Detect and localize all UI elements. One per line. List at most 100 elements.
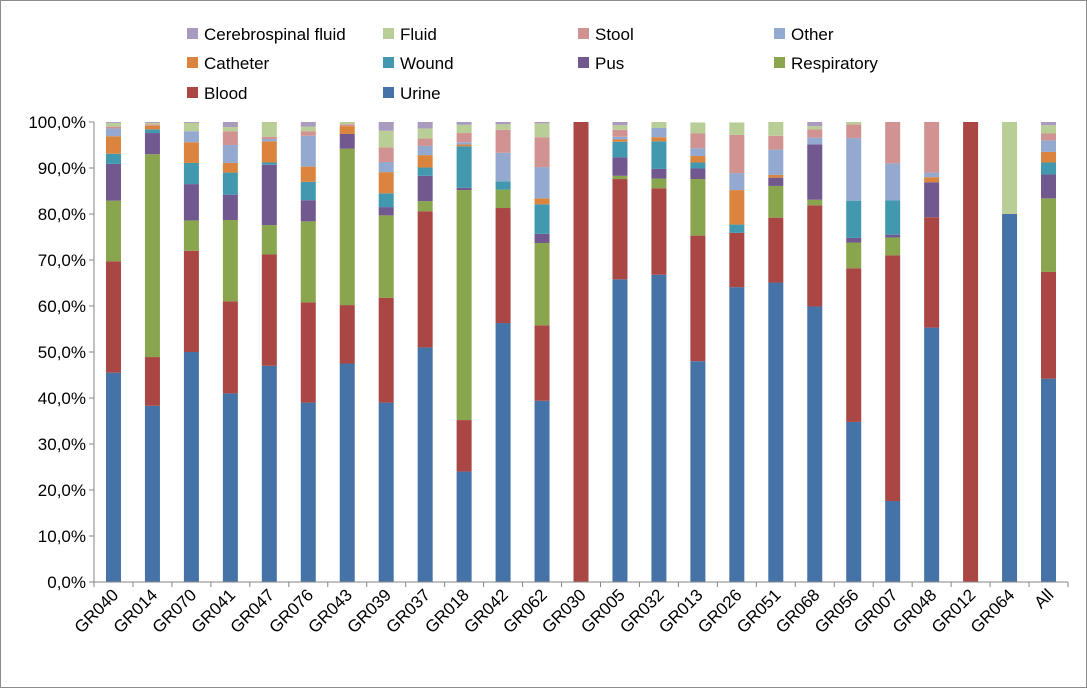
bar-respiratory-gr039 — [378, 215, 394, 298]
bar-pus-gr032 — [651, 168, 667, 179]
bar-wound-gr039 — [378, 193, 394, 208]
bar-cerebrospinal-fluid-gr014 — [144, 122, 160, 123]
bar-stool-gr037 — [417, 138, 433, 146]
bar-stool-gr014 — [144, 124, 160, 126]
bar-other-gr047 — [261, 139, 277, 142]
bar-other-gr062 — [534, 167, 550, 199]
bar-wound-all — [1041, 162, 1057, 175]
bar-pus-gr013 — [690, 168, 706, 180]
legend-item-stool: Stool — [578, 25, 634, 44]
bar-stack-gr056 — [846, 122, 862, 582]
bar-urine-gr064 — [1002, 214, 1018, 582]
bar-blood-gr043 — [339, 305, 355, 364]
legend-label: Blood — [204, 84, 247, 103]
bar-urine-gr056 — [846, 421, 862, 582]
bar-respiratory-all — [1041, 198, 1057, 272]
bar-stool-gr005 — [612, 129, 628, 137]
bar-stack-gr076 — [300, 122, 316, 582]
legend-label: Stool — [595, 25, 634, 44]
bar-wound-gr014 — [144, 129, 160, 134]
bar-blood-gr032 — [651, 188, 667, 275]
bar-wound-gr047 — [261, 162, 277, 165]
bar-stool-gr056 — [846, 124, 862, 139]
bar-stool-gr068 — [807, 129, 823, 138]
x-tick-label: All — [1031, 585, 1058, 612]
bar-stack-gr030 — [573, 122, 589, 582]
bar-urine-gr051 — [768, 282, 784, 582]
bar-fluid-gr037 — [417, 128, 433, 139]
bars — [105, 122, 1057, 582]
bar-respiratory-gr047 — [261, 225, 277, 255]
bar-respiratory-gr013 — [690, 179, 706, 236]
bar-fluid-gr026 — [729, 122, 745, 135]
legend-item-other: Other — [774, 25, 834, 44]
bar-stool-gr041 — [222, 131, 238, 145]
legend-swatch — [383, 57, 394, 68]
bar-wound-gr037 — [417, 167, 433, 176]
bar-stack-gr037 — [417, 122, 433, 582]
bar-stack-gr005 — [612, 122, 628, 582]
legend-item-wound: Wound — [383, 54, 454, 73]
bar-pus-gr070 — [183, 184, 199, 221]
bar-pus-gr068 — [807, 144, 823, 200]
bar-respiratory-gr056 — [846, 242, 862, 269]
bar-pus-gr005 — [612, 157, 628, 176]
bar-pus-all — [1041, 174, 1057, 199]
legend-item-catheter: Catheter — [187, 54, 270, 73]
legend-label: Fluid — [400, 25, 437, 44]
y-tick-label: 100,0% — [28, 113, 86, 132]
bar-catheter-all — [1041, 151, 1057, 163]
legend-swatch — [774, 57, 785, 68]
bar-stack-gr018 — [456, 122, 472, 582]
bar-fluid-gr076 — [300, 126, 316, 132]
bar-urine-gr005 — [612, 279, 628, 582]
bar-blood-gr062 — [534, 325, 550, 401]
bar-fluid-gr039 — [378, 130, 394, 148]
y-axis: 0,0% 10,0% 20,0% 30,0% 40,0% 50,0% 60,0% 70,0% 8… — [28, 113, 95, 592]
bar-respiratory-gr068 — [807, 199, 823, 206]
y-tick-label: 30,0% — [38, 435, 86, 454]
y-tick-label: 60,0% — [38, 297, 86, 316]
bar-respiratory-gr007 — [885, 237, 901, 256]
legend-swatch — [578, 28, 589, 39]
bar-stool-gr062 — [534, 137, 550, 168]
legend-swatch — [578, 57, 589, 68]
bar-catheter-gr014 — [144, 125, 160, 130]
legend-item-pus: Pus — [578, 54, 624, 73]
bar-stool-gr076 — [300, 131, 316, 136]
bar-stack-gr032 — [651, 122, 667, 582]
bar-blood-gr039 — [378, 297, 394, 403]
bar-other-gr013 — [690, 148, 706, 157]
bar-stack-all — [1041, 122, 1057, 582]
bar-fluid-gr032 — [651, 122, 667, 128]
bar-stack-gr026 — [729, 122, 745, 582]
bar-wound-gr007 — [885, 200, 901, 235]
bar-other-all — [1041, 140, 1057, 152]
bar-catheter-gr013 — [690, 156, 706, 163]
bar-stool-all — [1041, 133, 1057, 141]
bar-stool-gr043 — [339, 124, 355, 127]
bar-blood-gr018 — [456, 420, 472, 472]
bar-catheter-gr039 — [378, 172, 394, 194]
bar-pus-gr007 — [885, 234, 901, 238]
legend-swatch — [383, 28, 394, 39]
bar-catheter-gr032 — [651, 137, 667, 142]
y-tick-label: 40,0% — [38, 389, 86, 408]
bar-urine-gr041 — [222, 393, 238, 582]
bar-cerebrospinal-fluid-gr041 — [222, 122, 238, 128]
bar-fluid-gr068 — [807, 126, 823, 130]
bar-cerebrospinal-fluid-gr018 — [456, 122, 472, 125]
bar-respiratory-gr037 — [417, 201, 433, 212]
bar-fluid-all — [1041, 125, 1057, 134]
bar-other-gr040 — [105, 128, 121, 137]
bar-fluid-gr051 — [768, 122, 784, 136]
bar-wound-gr013 — [690, 162, 706, 169]
legend-item-cerebrospinal-fluid: Cerebrospinal fluid — [187, 25, 346, 44]
y-tick-label: 50,0% — [38, 343, 86, 362]
bar-blood-gr037 — [417, 211, 433, 348]
bar-stool-gr026 — [729, 134, 745, 174]
bar-respiratory-gr042 — [495, 189, 511, 209]
bar-other-gr042 — [495, 152, 511, 182]
y-tick-label: 90,0% — [38, 159, 86, 178]
